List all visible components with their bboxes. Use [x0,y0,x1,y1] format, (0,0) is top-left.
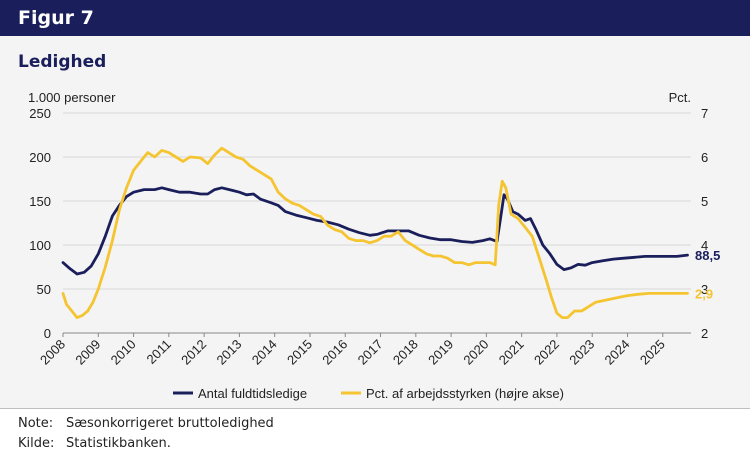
note-line: Note: Sæsonkorrigeret bruttoledighed [18,416,274,431]
right-tick-label: 6 [701,150,708,165]
legend-label-navy: Antal fuldtidsledige [198,386,307,401]
x-tick-label: 2015 [284,337,315,368]
source-line: Kilde: Statistikbanken. [18,436,171,451]
right-tick-label: 7 [701,106,708,121]
right-tick-label: 5 [701,194,708,209]
x-tick-label: 2019 [425,337,456,368]
x-tick-label: 2013 [213,337,244,368]
left-tick-label: 0 [44,326,51,341]
x-tick-label: 2014 [249,337,280,368]
figure-label: Figur 7 [18,7,94,29]
right-tick-label: 2 [701,326,708,341]
x-tick-label: 2016 [319,337,350,368]
left-tick-label: 250 [29,106,51,121]
note-text: Sæsonkorrigeret bruttoledighed [66,416,274,431]
right-tick-label: 4 [701,238,708,253]
legend: Antal fuldtidsledige Pct. af arbejdsstyr… [173,386,564,401]
x-tick-label: 2022 [531,337,562,368]
x-tick-label: 2021 [496,337,527,368]
x-tick-label: 2024 [602,337,633,368]
source-key: Kilde: [18,436,55,451]
x-tick-label: 2012 [178,337,209,368]
series-lines: 88,5 2,9 [61,146,720,319]
x-tick-label: 2008 [37,337,68,368]
left-tick-label: 100 [29,238,51,253]
x-tick-label: 2018 [390,337,421,368]
chart-subtitle: Ledighed [18,52,107,72]
figure-header: Figur 7 [0,0,750,36]
left-axis-title: 1.000 personer [28,90,116,105]
end-label-pct: 2,9 [695,286,713,301]
x-tick-label: 2020 [460,337,491,368]
legend-label-gold: Pct. af arbejdsstyrken (højre akse) [366,386,564,401]
right-tick-label: 3 [701,282,708,297]
x-tick-label: 2023 [566,337,597,368]
divider [0,408,750,409]
source-text: Statistikbanken. [66,436,171,451]
right-axis-title: Pct. [669,90,691,105]
series-line-fuldtidsledige [61,186,689,276]
left-tick-label: 200 [29,150,51,165]
left-tick-label: 150 [29,194,51,209]
left-tick-label: 50 [37,282,51,297]
gridlines [63,112,691,334]
end-label-fuldtidsledige: 88,5 [695,248,720,263]
x-tick-label: 2010 [108,337,139,368]
x-tick-label: 2009 [72,337,103,368]
chart-panel [0,36,750,408]
x-tick-label: 2025 [637,337,668,368]
x-tick-label: 2017 [355,337,386,368]
x-tick-label: 2011 [144,337,174,367]
note-key: Note: [18,416,54,431]
series-line-pct [61,146,689,319]
